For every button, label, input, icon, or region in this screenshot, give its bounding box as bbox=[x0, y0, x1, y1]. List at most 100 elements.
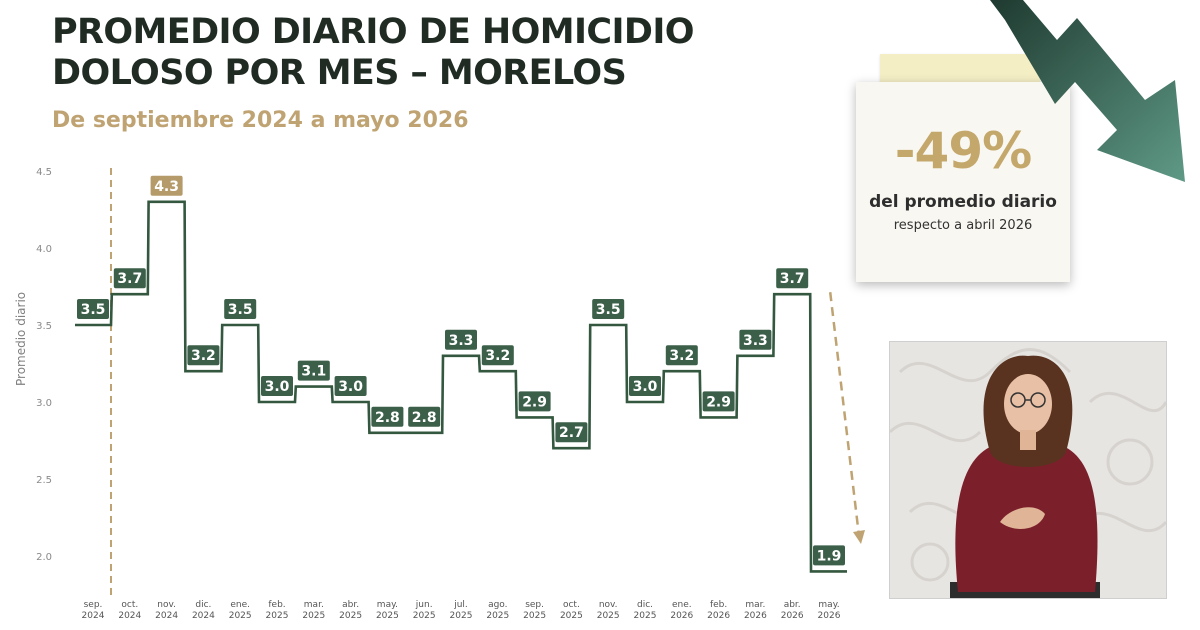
x-tick-label: 2025 bbox=[450, 611, 473, 621]
x-tick-label: dic. bbox=[195, 600, 211, 610]
x-tick-label: 2025 bbox=[413, 611, 436, 621]
data-label: 3.3 bbox=[449, 333, 474, 349]
data-label-box bbox=[629, 376, 661, 396]
sign-language-interpreter-video bbox=[889, 341, 1167, 599]
x-tick-label: sep. bbox=[84, 600, 103, 610]
data-label: 3.3 bbox=[743, 333, 768, 349]
y-tick-label: 2.0 bbox=[36, 552, 52, 563]
x-tick-label: 2026 bbox=[744, 611, 767, 621]
step-line bbox=[75, 200, 847, 573]
down-trend-arrow-icon bbox=[990, 0, 1185, 182]
note-line-1: del promedio diario bbox=[869, 192, 1057, 212]
x-tick-label: mar. bbox=[745, 600, 765, 610]
data-label: 3.2 bbox=[669, 348, 694, 364]
data-label: 1.9 bbox=[817, 548, 842, 564]
note-percent: -49% bbox=[894, 122, 1032, 180]
x-tick-label: 2026 bbox=[818, 611, 841, 621]
interpreter-image bbox=[890, 342, 1166, 598]
x-tick-label: 2025 bbox=[266, 611, 289, 621]
x-tick-label: may. bbox=[818, 600, 839, 610]
note-line-2: respecto a abril 2026 bbox=[893, 218, 1033, 233]
data-label: 3.2 bbox=[191, 348, 216, 364]
page-title: PROMEDIO DIARIO DE HOMICIDIO DOLOSO POR … bbox=[52, 12, 695, 94]
y-tick-label: 3.0 bbox=[36, 398, 52, 409]
x-tick-label: 2025 bbox=[597, 611, 620, 621]
y-tick-label: 3.5 bbox=[36, 321, 52, 332]
x-tick-label: nov. bbox=[157, 600, 176, 610]
data-label-box bbox=[261, 376, 293, 396]
data-label: 3.5 bbox=[596, 302, 621, 318]
x-tick-label: 2024 bbox=[155, 611, 178, 621]
data-label-box bbox=[813, 545, 845, 566]
x-tick-label: abr. bbox=[784, 600, 801, 610]
x-tick-label: feb. bbox=[268, 600, 285, 610]
data-label: 3.2 bbox=[485, 348, 510, 364]
data-label-box bbox=[408, 406, 441, 427]
x-tick-label: 2025 bbox=[634, 611, 657, 621]
x-tick-label: ene. bbox=[230, 600, 250, 610]
data-label: 3.5 bbox=[81, 302, 106, 318]
data-label: 2.8 bbox=[412, 410, 437, 426]
x-tick-label: abr. bbox=[342, 600, 359, 610]
data-label: 3.5 bbox=[228, 302, 253, 318]
data-label: 3.7 bbox=[780, 271, 805, 287]
data-label-box bbox=[150, 175, 183, 196]
y-tick-label: 2.5 bbox=[36, 475, 52, 486]
x-tick-label: ago. bbox=[488, 600, 507, 610]
x-tick-label: oct. bbox=[563, 600, 580, 610]
data-label-box bbox=[555, 422, 588, 443]
x-tick-label: 2025 bbox=[523, 611, 546, 621]
x-tick-label: 2025 bbox=[560, 611, 583, 621]
x-tick-label: dic. bbox=[637, 600, 653, 610]
data-label-box bbox=[371, 406, 404, 427]
x-tick-label: feb. bbox=[710, 600, 727, 610]
data-label: 3.0 bbox=[633, 379, 658, 395]
x-tick-label: 2025 bbox=[302, 611, 325, 621]
y-tick-label: 4.5 bbox=[36, 167, 52, 178]
x-tick-label: 2025 bbox=[376, 611, 399, 621]
data-label-box bbox=[113, 268, 146, 289]
data-label: 4.3 bbox=[154, 179, 179, 195]
x-tick-label: jun. bbox=[415, 600, 433, 610]
x-tick-label: 2025 bbox=[229, 611, 252, 621]
title-line-2: DOLOSO POR MES – MORELOS bbox=[52, 53, 627, 93]
x-tick-label: 2025 bbox=[486, 611, 509, 621]
x-tick-label: sep. bbox=[525, 600, 544, 610]
data-label: 2.9 bbox=[706, 394, 731, 410]
data-label: 2.8 bbox=[375, 410, 400, 426]
x-tick-label: mar. bbox=[304, 600, 324, 610]
data-label-box bbox=[297, 360, 330, 381]
data-label-box bbox=[739, 329, 772, 350]
x-tick-label: 2024 bbox=[118, 611, 141, 621]
data-label: 2.9 bbox=[522, 394, 547, 410]
data-label: 3.1 bbox=[301, 364, 326, 380]
data-label-box bbox=[445, 329, 477, 350]
x-tick-label: oct. bbox=[121, 600, 138, 610]
step-line-chart: 2.02.53.03.54.04.5sep.2024oct.2024nov.20… bbox=[36, 167, 865, 621]
x-tick-label: nov. bbox=[599, 600, 618, 610]
sticky-note: -49% del promedio diario respecto a abri… bbox=[856, 82, 1070, 282]
data-label-box bbox=[776, 268, 809, 289]
data-label-box bbox=[224, 299, 257, 319]
data-label: 3.0 bbox=[265, 379, 290, 395]
title-line-1: PROMEDIO DIARIO DE HOMICIDIO bbox=[52, 12, 695, 52]
data-label-box bbox=[518, 391, 551, 412]
data-label-box bbox=[77, 299, 109, 319]
data-label-box bbox=[592, 299, 625, 319]
x-tick-label: 2024 bbox=[82, 611, 105, 621]
data-label-box bbox=[702, 391, 735, 412]
x-tick-label: jul. bbox=[453, 600, 468, 610]
x-tick-label: may. bbox=[377, 600, 398, 610]
data-label: 3.0 bbox=[338, 379, 363, 395]
x-tick-label: 2026 bbox=[781, 611, 804, 621]
x-tick-label: 2025 bbox=[339, 611, 362, 621]
y-tick-label: 4.0 bbox=[36, 244, 52, 255]
data-label-box bbox=[334, 376, 367, 396]
x-tick-label: ene. bbox=[672, 600, 692, 610]
data-label-box bbox=[187, 345, 220, 366]
data-label: 3.7 bbox=[117, 271, 142, 287]
data-label: 2.7 bbox=[559, 425, 584, 441]
x-tick-label: 2026 bbox=[707, 611, 730, 621]
x-tick-label: 2024 bbox=[192, 611, 215, 621]
trend-arrow-line bbox=[828, 292, 861, 537]
